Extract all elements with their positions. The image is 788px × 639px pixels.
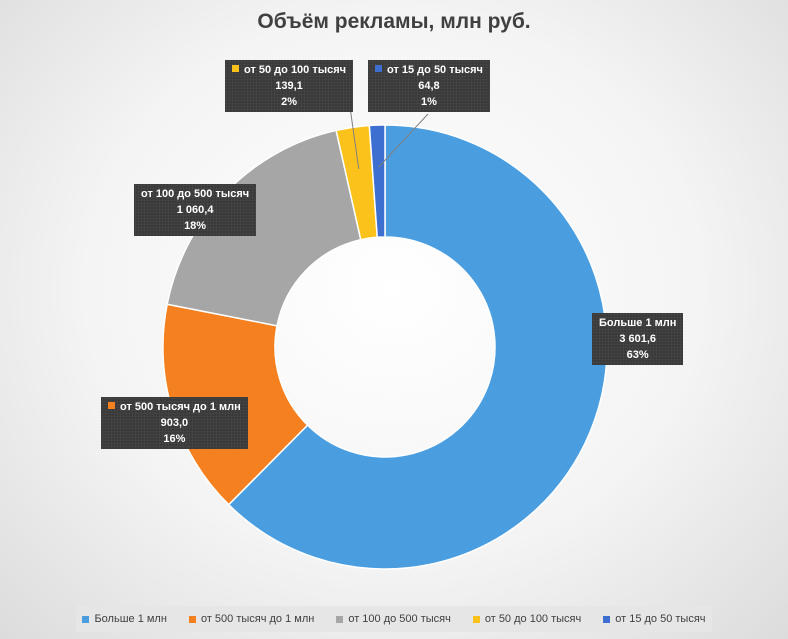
legend-item-3: от 50 до 100 тысяч [472,613,582,625]
legend-item-4: от 15 до 50 тысяч [603,613,706,625]
data-label-1-category: от 500 тысяч до 1 млн [120,401,241,413]
legend-label-1: от 500 тысяч до 1 млн [200,613,315,625]
chart-title: Объём рекламы, млн руб. [257,10,531,33]
chart-legend: Больше 1 млн от 500 тысяч до 1 млн от 10… [76,606,712,632]
data-label-1: от 500 тысяч до 1 млн 903,0 16% [101,397,248,449]
data-label-4-percent: 1% [421,96,437,108]
legend-item-1: от 500 тысяч до 1 млн [188,613,315,625]
data-label-2-percent: 18% [184,220,207,232]
legend-label-4: от 15 до 50 тысяч [615,613,706,625]
data-label-0-percent: 63% [626,349,649,361]
data-label-4: от 15 до 50 тысяч 64,8 1% [368,60,490,112]
data-label-3-percent: 2% [281,96,297,108]
legend-swatch-2 [336,615,344,623]
data-label-0: Больше 1 млн 3 601,6 63% [592,313,684,365]
data-label-0-category: Больше 1 млн [599,317,677,329]
data-label-3-key [232,65,239,72]
legend-swatch-4 [603,615,611,623]
data-label-4-category: от 15 до 50 тысяч [387,64,483,76]
legend-label-3: от 50 до 100 тысяч [484,613,582,625]
data-label-0-value: 3 601,6 [619,333,657,345]
legend-swatch-1 [188,615,196,623]
legend-swatch-3 [472,615,480,623]
data-label-1-percent: 16% [163,433,186,445]
data-label-2-category: от 100 до 500 тысяч [141,188,250,200]
data-label-3-category: от 50 до 100 тысяч [244,64,347,76]
donut-slice-0 [227,124,608,570]
legend-swatch-0 [82,615,90,623]
data-label-3-value: 139,1 [275,80,303,92]
legend-item-2: от 100 до 500 тысяч [336,613,451,625]
data-label-4-key [375,65,382,72]
data-label-1-key [108,402,115,409]
legend-label-2: от 100 до 500 тысяч [348,613,451,625]
legend-item-0: Больше 1 млн [82,613,167,625]
data-label-1-value: 903,0 [160,417,189,429]
legend-label-0: Больше 1 млн [94,613,167,625]
data-label-4-value: 64,8 [418,80,440,92]
data-label-3: от 50 до 100 тысяч 139,1 2% [225,60,354,112]
donut-slice-4 [368,124,386,239]
leader-line-4 [378,113,429,168]
data-label-2: от 100 до 500 тысяч 1 060,4 18% [134,184,257,236]
data-label-2-value: 1 060,4 [176,204,214,216]
